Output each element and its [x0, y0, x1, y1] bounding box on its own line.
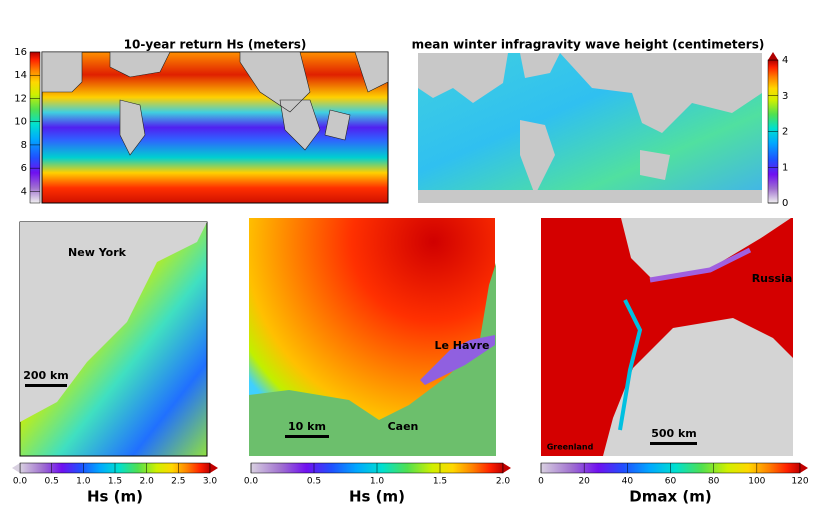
colorbar-label: Hs (m) — [87, 488, 143, 506]
map-le-havre — [249, 218, 496, 456]
scale-bar — [285, 435, 329, 438]
colorbar-tick-label: 1.0 — [76, 477, 91, 487]
colorbar-tick-label: 8 — [21, 140, 27, 151]
colorbar-tick-label: 100 — [748, 477, 765, 487]
colorbar-arrow — [210, 463, 218, 473]
colorbar-tick-label: 2.0 — [140, 477, 155, 487]
colorbar-tick-label: 1.5 — [108, 477, 122, 487]
colorbar-tick-label: 6 — [21, 163, 27, 174]
colorbar-tick-label: 2 — [782, 127, 788, 138]
colorbar-tick-label: 10 — [14, 117, 27, 128]
colorbar-tick-label: 4 — [782, 55, 788, 66]
colorbar-arrow — [768, 52, 778, 60]
scale-bar — [650, 442, 697, 445]
colorbar-tick-label: 4 — [21, 186, 27, 197]
colorbar-tick-label: 16 — [14, 47, 27, 58]
map-hs-return — [41, 51, 389, 204]
colorbar-tick-label: 0 — [538, 477, 544, 487]
colorbar-tick-label: 1.0 — [370, 477, 385, 487]
colorbar-tick-label: 40 — [622, 477, 634, 487]
place-label: Le Havre — [435, 339, 490, 352]
colorbar-arrow — [12, 463, 20, 473]
colorbar-tick-label: 1.5 — [433, 477, 447, 487]
colorbar-tick-label: 14 — [14, 70, 27, 81]
colorbar-tick-label: 120 — [791, 477, 808, 487]
map-dmax — [541, 218, 793, 456]
map-new-york — [19, 221, 208, 457]
colorbar-tick-label: 2.5 — [171, 477, 185, 487]
colorbar-tick-label: 3 — [782, 91, 788, 102]
colorbar-tick-label: 0.0 — [13, 477, 28, 487]
scale-label: 200 km — [23, 369, 69, 382]
colorbar-tick-label: 0.5 — [307, 477, 321, 487]
colorbar-arrow — [503, 463, 511, 473]
place-label: Greenland — [547, 443, 594, 452]
panel-title: mean winter infragravity wave height (ce… — [412, 38, 765, 52]
colorbar-tick-label: 0.5 — [45, 477, 59, 487]
scale-label: 10 km — [288, 420, 326, 433]
scale-label: 500 km — [651, 427, 697, 440]
colorbar-arrow — [800, 463, 808, 473]
map-infragravity — [418, 53, 762, 203]
colorbar-tick-label: 80 — [708, 477, 720, 487]
colorbar-label: Hs (m) — [349, 488, 405, 506]
place-label: New York — [68, 246, 127, 259]
colorbar-label: Dmax (m) — [629, 488, 711, 506]
colorbar-tick-label: 0.0 — [244, 477, 259, 487]
colorbar — [29, 51, 41, 204]
place-label: Caen — [388, 420, 419, 433]
colorbar-tick-label: 2.0 — [496, 477, 511, 487]
panel-title: 10-year return Hs (meters) — [124, 38, 307, 52]
colorbar-tick-label: 3.0 — [203, 477, 218, 487]
colorbar-tick-label: 60 — [665, 477, 677, 487]
colorbar-tick-label: 12 — [14, 93, 27, 104]
scale-bar — [25, 384, 67, 387]
place-label: Russia — [752, 272, 793, 285]
colorbar-tick-label: 0 — [782, 198, 788, 209]
colorbar-tick-label: 1 — [782, 162, 788, 173]
colorbar-tick-label: 20 — [578, 477, 590, 487]
